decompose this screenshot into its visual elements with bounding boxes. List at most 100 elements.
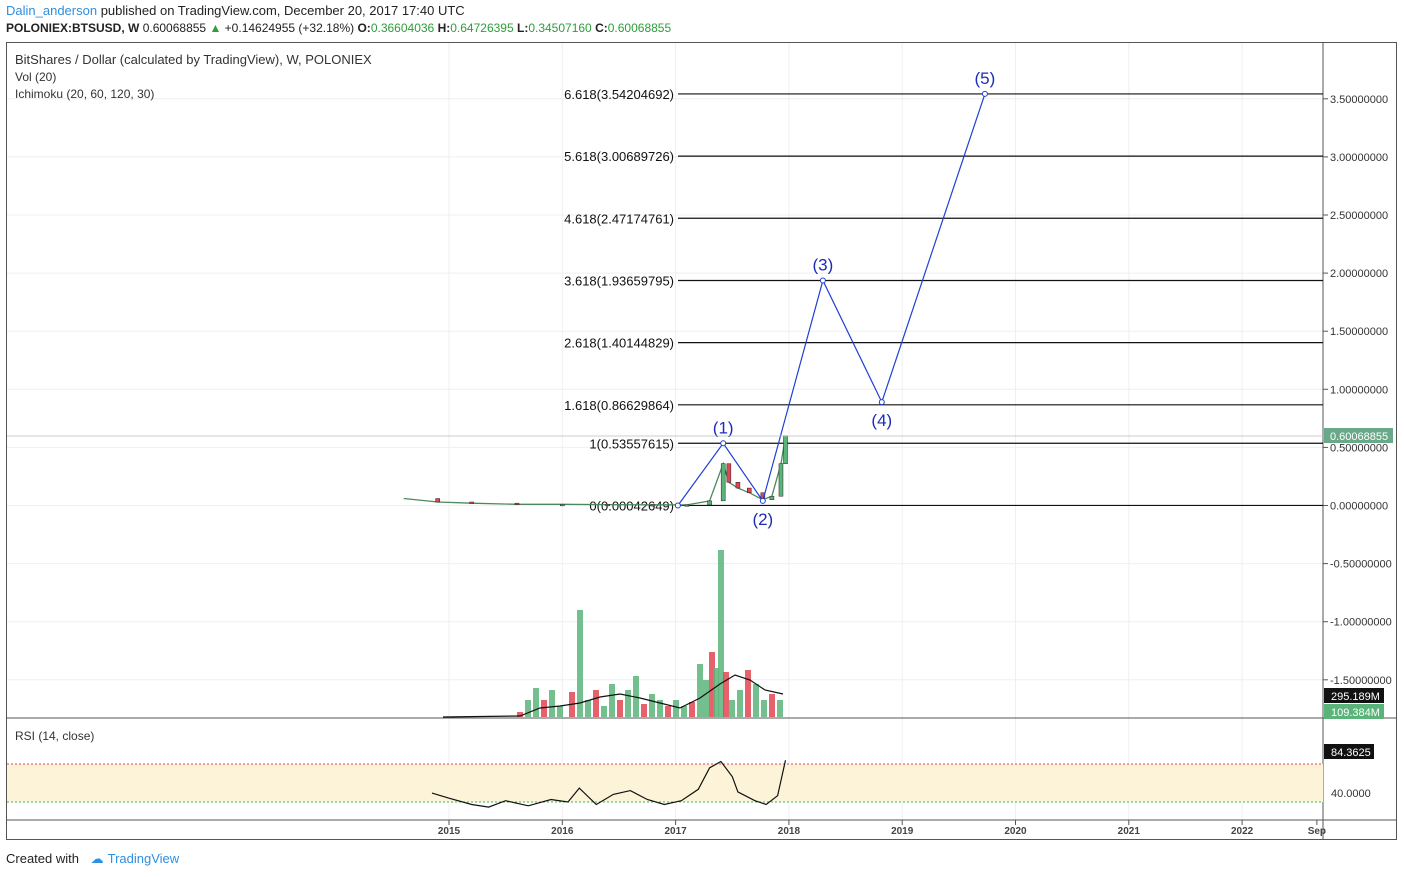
tradingview-link[interactable]: TradingView <box>107 851 180 866</box>
high-label: H: <box>437 21 451 35</box>
volume-bar <box>585 700 591 717</box>
volume-bar <box>689 702 695 717</box>
time-tick-label: 2021 <box>1118 826 1141 837</box>
volume-bar <box>718 550 724 717</box>
price-candle <box>435 498 440 503</box>
volume-bar <box>649 694 655 717</box>
publish-info: Dalin_anderson published on TradingView.… <box>6 3 465 18</box>
price-tick-label: -0.50000000 <box>1330 559 1392 571</box>
volume-bar <box>525 700 531 717</box>
volume-badge-text: 109.384M <box>1331 707 1380 719</box>
chart-frame <box>6 42 1397 840</box>
volume-bar <box>517 712 523 717</box>
price-tick-label: 1.50000000 <box>1330 326 1388 338</box>
volume-bar <box>633 676 639 717</box>
rsi-value-badge-text: 84.3625 <box>1331 747 1371 759</box>
author-link[interactable]: Dalin_anderson <box>6 3 98 18</box>
price-candle <box>684 504 690 507</box>
volume-bar <box>601 706 607 717</box>
time-axis[interactable]: 2015 2016 2017 2018 2019 2020 2021 2022 Sep <box>438 820 1326 837</box>
price-tick-label: 3.50000000 <box>1330 94 1388 106</box>
time-tick-label: 2022 <box>1231 826 1254 837</box>
tradingview-logo-icon[interactable]: ☁ <box>90 851 104 866</box>
open-value: 0.36604036 <box>370 21 435 35</box>
volume-bar <box>703 680 709 717</box>
wave-label: (2) <box>752 510 773 529</box>
time-tick-label: 2017 <box>664 826 687 837</box>
fib-level-label: 1.618(0.86629864) <box>564 398 674 413</box>
volume-bar <box>753 684 759 717</box>
price-tick-label: 0.50000000 <box>1330 442 1388 454</box>
wave-label: (5) <box>975 69 996 88</box>
volume-bar <box>533 688 539 717</box>
volume-ma-badge-text: 295.189M <box>1331 691 1380 703</box>
price-candle <box>707 500 712 506</box>
price-tick-label: 3.00000000 <box>1330 152 1388 164</box>
volume-badge <box>1324 704 1384 719</box>
volume-bar <box>729 700 735 717</box>
price-tick-label: -1.00000000 <box>1330 617 1392 629</box>
grid <box>7 43 1323 820</box>
time-tick-label: 2016 <box>551 826 574 837</box>
rsi-value-badge <box>1324 744 1374 759</box>
rsi-legend: RSI (14, close) <box>15 729 94 743</box>
fib-level-label: 1(0.53557615) <box>589 436 674 451</box>
volume-bar <box>745 670 751 717</box>
ichimoku-legend: Ichimoku (20, 60, 120, 30) <box>15 87 154 101</box>
price-candles <box>403 435 788 507</box>
fib-levels: 6.618(3.54204692) 5.618(3.00689726) 4.618(… <box>564 87 1323 513</box>
last-price-badge-text: 0.60068855 <box>1330 431 1388 443</box>
wave-point <box>981 90 988 97</box>
price-candle <box>514 502 520 505</box>
fib-level-label: 4.618(2.47174761) <box>564 211 674 226</box>
fib-level-label: 0(0.00042649) <box>589 498 674 513</box>
time-tick-label: 2019 <box>891 826 914 837</box>
close-label: C: <box>595 21 608 35</box>
price-candle <box>735 482 741 489</box>
wave-point <box>878 399 885 406</box>
wave-label: (3) <box>812 255 833 274</box>
volume-bar <box>777 700 783 717</box>
volume-bar <box>609 684 615 717</box>
up-arrow-icon: ▲ <box>209 21 222 35</box>
wave-point <box>819 277 826 284</box>
volume-ma-line <box>442 674 784 718</box>
price-tick-label: 2.50000000 <box>1330 210 1388 222</box>
volume-bar <box>541 700 547 717</box>
price-candle <box>769 495 775 500</box>
price-candle <box>778 463 784 497</box>
volume-bar <box>665 706 671 717</box>
wave-label: (4) <box>871 411 892 430</box>
created-with-text: Created with <box>6 851 79 866</box>
fib-level-label: 6.618(3.54204692) <box>564 87 674 102</box>
published-text: published on TradingView.com, December 2… <box>100 3 465 18</box>
price-axis[interactable]: 3.50000000 3.00000000 2.50000000 2.00000000… <box>1323 94 1392 687</box>
volume-bar <box>625 690 631 717</box>
price-candle <box>726 463 732 483</box>
rsi-tick-40: 40.0000 <box>1331 788 1371 800</box>
volume-bar <box>713 668 719 717</box>
volume-bar <box>681 706 687 717</box>
low-label: L: <box>516 21 529 35</box>
wave-point <box>720 440 727 447</box>
price-tick-label: 0.00000000 <box>1330 501 1388 513</box>
price-candle <box>720 463 726 502</box>
time-tick-label: 2018 <box>778 826 801 837</box>
chart-title: BitShares / Dollar (calculated by Tradin… <box>15 52 372 67</box>
fib-level-label: 3.618(1.93659795) <box>564 273 674 288</box>
price-candle <box>560 504 565 507</box>
time-tick-label: 2020 <box>1004 826 1027 837</box>
vol-legend: Vol (20) <box>15 70 56 84</box>
high-value: 0.64726395 <box>450 21 514 35</box>
rsi-line <box>431 760 787 808</box>
volume-bar <box>549 690 555 717</box>
symbol-name: POLONIEX:BTSUSD, W <box>6 21 140 35</box>
volume-bar <box>697 664 703 717</box>
volume-bar <box>577 610 583 717</box>
fib-level-label: 5.618(3.00689726) <box>564 149 674 164</box>
price-candle <box>469 501 474 504</box>
price-candle <box>650 504 656 507</box>
elliott-wave[interactable]: (1) (2) (3) (4) (5) <box>674 69 996 529</box>
volume-bar <box>657 700 663 717</box>
